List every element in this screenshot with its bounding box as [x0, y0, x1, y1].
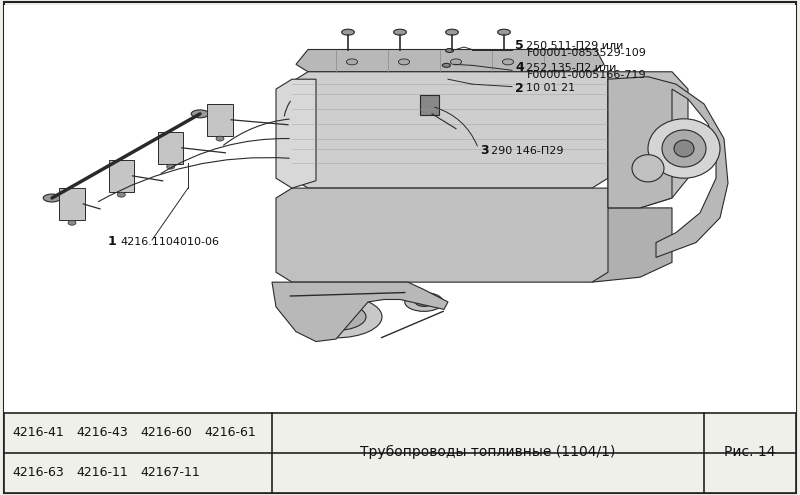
Text: 4: 4 — [515, 61, 524, 74]
Ellipse shape — [43, 194, 61, 202]
Polygon shape — [292, 72, 608, 188]
Text: F00001-0005166-719: F00001-0005166-719 — [526, 70, 646, 80]
Text: 10 01 21: 10 01 21 — [526, 83, 575, 93]
Text: Рис. 14: Рис. 14 — [724, 446, 776, 459]
FancyBboxPatch shape — [420, 95, 439, 115]
FancyBboxPatch shape — [207, 104, 233, 136]
Ellipse shape — [330, 314, 342, 320]
Text: 4216-41: 4216-41 — [12, 426, 64, 439]
Ellipse shape — [306, 303, 366, 331]
Ellipse shape — [118, 192, 126, 197]
Text: 252 135-П2 или: 252 135-П2 или — [526, 63, 617, 73]
Ellipse shape — [342, 29, 354, 35]
Text: 4216-43: 4216-43 — [76, 426, 128, 439]
Text: 290 146-П29: 290 146-П29 — [491, 146, 564, 156]
Ellipse shape — [290, 296, 382, 338]
Ellipse shape — [442, 63, 450, 67]
Text: 1: 1 — [108, 235, 117, 248]
Ellipse shape — [502, 59, 514, 65]
Ellipse shape — [405, 293, 443, 311]
Bar — [4, 413, 796, 493]
Text: 2: 2 — [515, 82, 524, 95]
Text: 42167-11: 42167-11 — [140, 466, 200, 479]
Ellipse shape — [394, 29, 406, 35]
Ellipse shape — [632, 154, 664, 182]
Text: 4216-60: 4216-60 — [140, 426, 192, 439]
Ellipse shape — [191, 110, 209, 118]
Polygon shape — [276, 188, 608, 282]
Polygon shape — [592, 72, 688, 208]
Ellipse shape — [346, 59, 358, 65]
FancyBboxPatch shape — [109, 160, 134, 192]
Text: F00001-0853529-109: F00001-0853529-109 — [526, 48, 646, 58]
FancyBboxPatch shape — [59, 188, 85, 220]
Ellipse shape — [674, 140, 694, 157]
Ellipse shape — [662, 130, 706, 167]
Text: 4216-63: 4216-63 — [12, 466, 64, 479]
Ellipse shape — [446, 29, 458, 35]
Ellipse shape — [398, 59, 410, 65]
Ellipse shape — [166, 164, 174, 169]
Polygon shape — [608, 77, 728, 257]
Ellipse shape — [498, 29, 510, 35]
Ellipse shape — [68, 220, 76, 225]
Ellipse shape — [450, 59, 462, 65]
Text: 5: 5 — [515, 39, 524, 52]
Text: 4216-61: 4216-61 — [204, 426, 256, 439]
Text: Трубопроводы топливные (1104/1): Трубопроводы топливные (1104/1) — [360, 446, 616, 459]
Polygon shape — [592, 208, 672, 282]
FancyBboxPatch shape — [158, 132, 183, 164]
Ellipse shape — [648, 119, 720, 178]
Text: 4216-11: 4216-11 — [76, 466, 128, 479]
Ellipse shape — [320, 309, 352, 324]
Ellipse shape — [216, 136, 224, 141]
Bar — [4, 5, 796, 413]
Polygon shape — [276, 79, 316, 188]
Ellipse shape — [415, 297, 433, 306]
Polygon shape — [296, 50, 604, 72]
Text: 4216.1104010-06: 4216.1104010-06 — [120, 237, 219, 247]
Text: 250 511-П29 или: 250 511-П29 или — [526, 41, 624, 50]
Text: 3: 3 — [480, 145, 489, 157]
Ellipse shape — [446, 49, 454, 52]
Polygon shape — [272, 282, 448, 342]
